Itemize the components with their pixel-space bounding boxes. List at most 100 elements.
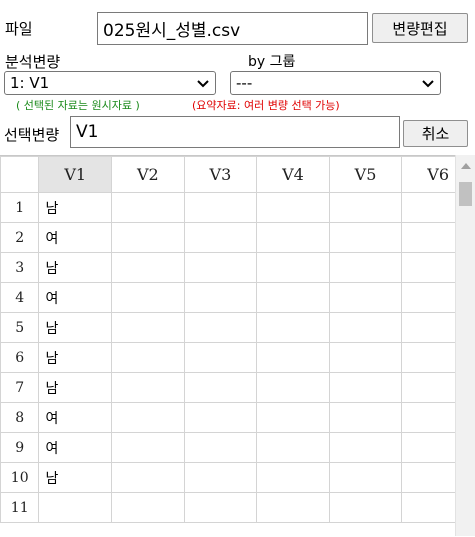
cell-v5[interactable] — [328, 432, 403, 463]
cell-v5[interactable] — [328, 192, 403, 223]
analysis-variable-label: 분석변량 — [5, 53, 61, 71]
data-sheet: V1 V2 V3 V4 V5 V6 1 남 2 여 3 남 4 여 5 남 6 남 7 남 8 여 9 여 10 남 1… — [0, 155, 475, 537]
cell-v2[interactable] — [111, 492, 185, 523]
cell-v3[interactable] — [183, 252, 258, 283]
cell-v2[interactable] — [111, 192, 185, 223]
cell-v3[interactable] — [183, 462, 258, 493]
cell-v4[interactable] — [256, 432, 330, 463]
column-header-v4[interactable]: V4 — [256, 156, 330, 193]
cell-v5[interactable] — [328, 312, 403, 343]
cell-v4[interactable] — [256, 192, 330, 223]
column-header-v1[interactable]: V1 — [38, 156, 113, 193]
column-header-v3[interactable]: V3 — [183, 156, 258, 193]
cancel-button[interactable]: 취소 — [403, 120, 468, 147]
chevron-down-icon — [422, 74, 434, 92]
cell-v5[interactable] — [328, 282, 403, 313]
cell-v2[interactable] — [111, 252, 185, 283]
cell-v1[interactable]: 여 — [38, 432, 113, 463]
row-number[interactable]: 4 — [0, 282, 40, 313]
cell-v1[interactable]: 남 — [38, 312, 113, 343]
cell-v2[interactable] — [111, 222, 185, 253]
analysis-variable-select[interactable]: 1: V1 — [4, 71, 216, 95]
cell-v2[interactable] — [111, 462, 185, 493]
scrollbar-thumb[interactable] — [459, 182, 472, 206]
cell-v1[interactable]: 여 — [38, 402, 113, 433]
cell-v3[interactable] — [183, 342, 258, 373]
cell-v1[interactable]: 여 — [38, 222, 113, 253]
cell-v4[interactable] — [256, 312, 330, 343]
cell-v5[interactable] — [328, 462, 403, 493]
cell-v4[interactable] — [256, 222, 330, 253]
column-header-v5[interactable]: V5 — [328, 156, 403, 193]
cell-v2[interactable] — [111, 402, 185, 433]
row-number[interactable]: 1 — [0, 192, 40, 223]
cell-v3[interactable] — [183, 372, 258, 403]
cell-v4[interactable] — [256, 282, 330, 313]
vertical-scrollbar[interactable] — [455, 155, 475, 536]
row-number[interactable]: 10 — [0, 462, 40, 493]
cell-v2[interactable] — [111, 282, 185, 313]
group-select[interactable]: --- — [230, 71, 441, 95]
row-number[interactable]: 5 — [0, 312, 40, 343]
group-label: by 그룹 — [248, 54, 296, 70]
cell-v4[interactable] — [256, 492, 330, 523]
summary-data-hint: (요약자료: 여러 변량 선택 가능) — [192, 99, 340, 112]
cell-v1[interactable]: 남 — [38, 192, 113, 223]
cell-v1[interactable]: 남 — [38, 462, 113, 493]
row-number[interactable]: 7 — [0, 372, 40, 403]
cell-v3[interactable] — [183, 432, 258, 463]
cell-v1[interactable] — [38, 492, 113, 523]
cell-v1[interactable]: 여 — [38, 282, 113, 313]
analysis-variable-value: 1: V1 — [10, 74, 50, 92]
cell-v2[interactable] — [111, 312, 185, 343]
cell-v4[interactable] — [256, 342, 330, 373]
cell-v3[interactable] — [183, 192, 258, 223]
row-number[interactable]: 3 — [0, 252, 40, 283]
cell-v1[interactable]: 남 — [38, 342, 113, 373]
raw-data-hint: ( 선택된 자료는 원시자료 ) — [16, 99, 140, 112]
selected-variable-label: 선택변량 — [4, 126, 60, 144]
cell-v5[interactable] — [328, 372, 403, 403]
cell-v3[interactable] — [183, 492, 258, 523]
corner-cell[interactable] — [0, 156, 40, 193]
cell-v3[interactable] — [183, 312, 258, 343]
cell-v4[interactable] — [256, 372, 330, 403]
cell-v4[interactable] — [256, 252, 330, 283]
cell-v3[interactable] — [183, 402, 258, 433]
cell-v5[interactable] — [328, 492, 403, 523]
cell-v5[interactable] — [328, 222, 403, 253]
file-label: 파일 — [5, 20, 33, 38]
row-number[interactable]: 6 — [0, 342, 40, 373]
column-header-v2[interactable]: V2 — [111, 156, 185, 193]
cell-v1[interactable]: 남 — [38, 252, 113, 283]
cell-v1[interactable]: 남 — [38, 372, 113, 403]
cell-v3[interactable] — [183, 282, 258, 313]
cell-v2[interactable] — [111, 342, 185, 373]
selected-variable-field[interactable]: V1 — [70, 116, 400, 148]
scroll-up-arrow-icon[interactable] — [461, 163, 471, 169]
edit-variables-button[interactable]: 변량편집 — [372, 13, 468, 43]
row-number[interactable]: 8 — [0, 402, 40, 433]
table-row: 11 — [0, 492, 475, 523]
cell-v2[interactable] — [111, 432, 185, 463]
file-name-field[interactable]: 025원시_성별.csv — [97, 12, 368, 45]
row-number[interactable]: 9 — [0, 432, 40, 463]
cell-v5[interactable] — [328, 402, 403, 433]
row-number[interactable]: 11 — [0, 492, 40, 523]
cell-v4[interactable] — [256, 402, 330, 433]
data-table: V1 V2 V3 V4 V5 V6 1 남 2 여 3 남 4 여 5 남 6 남 7 남 8 여 9 여 10 남 1… — [0, 156, 475, 523]
cell-v5[interactable] — [328, 252, 403, 283]
row-number[interactable]: 2 — [0, 222, 40, 253]
cell-v3[interactable] — [183, 222, 258, 253]
cell-v2[interactable] — [111, 372, 185, 403]
cell-v4[interactable] — [256, 462, 330, 493]
cell-v5[interactable] — [328, 342, 403, 373]
